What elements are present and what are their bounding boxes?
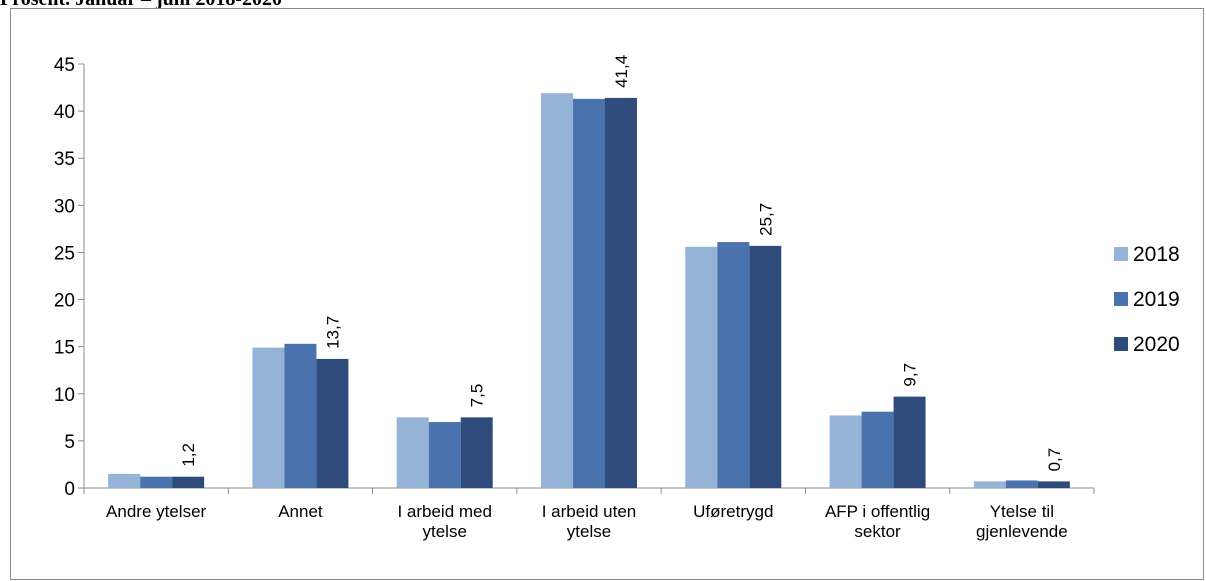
category-label: gjenlevende (976, 522, 1068, 541)
legend-label: 2018 (1133, 243, 1180, 266)
y-axis: 0 5 10 15 20 25 30 35 40 45 (54, 55, 85, 500)
bar-2020 (172, 476, 205, 488)
category-label: Annet (278, 502, 323, 521)
y-tick-label: 0 (64, 479, 75, 500)
y-tick-label: 5 (64, 432, 75, 453)
bar-2019 (1005, 480, 1038, 488)
chart-heading: Prosent. Januar – juni 2018-2020 (0, 0, 282, 10)
legend-label: 2020 (1133, 333, 1180, 356)
data-label: 41,4 (612, 55, 631, 88)
y-tick-label: 40 (54, 102, 75, 123)
bars (108, 93, 1070, 489)
category-label: I arbeid med (397, 502, 492, 521)
y-tick-label: 20 (54, 291, 75, 312)
category-label: Ytelse til (990, 502, 1054, 521)
bar-2019 (284, 343, 317, 488)
legend-swatch-2018 (1114, 247, 1128, 261)
data-label: 13,7 (323, 316, 342, 349)
legend-swatch-2019 (1114, 292, 1128, 306)
bar-2019 (573, 98, 605, 489)
data-label: 25,7 (756, 203, 775, 236)
bar-2019 (717, 242, 750, 488)
bar-2018 (685, 246, 718, 488)
legend-label: 2019 (1133, 288, 1180, 311)
bar-2020 (316, 358, 349, 488)
bar-2019 (428, 422, 461, 488)
category-label: ytelse (567, 522, 611, 541)
bar-2020 (605, 97, 637, 489)
bar-2018 (252, 347, 285, 488)
bar-2020 (893, 396, 926, 488)
data-label: 1,2 (179, 443, 198, 467)
bar-2018 (541, 93, 573, 488)
category-label: sektor (854, 522, 901, 541)
bar-2019 (140, 476, 173, 488)
y-tick-label: 10 (54, 385, 75, 406)
y-tick-label: 35 (54, 149, 75, 170)
category-label: Andre ytelser (106, 502, 206, 521)
data-label: 0,7 (1045, 448, 1064, 472)
bar-2018 (108, 473, 141, 488)
category-label: AFP i offentlig (825, 502, 930, 521)
bar-2020 (749, 245, 782, 488)
legend: 2018 2019 2020 (1114, 243, 1180, 356)
data-label: 9,7 (901, 363, 920, 387)
y-tick-label: 30 (54, 196, 75, 217)
x-axis (83, 487, 1095, 494)
legend-swatch-2020 (1114, 337, 1128, 351)
y-tick-label: 45 (54, 55, 75, 76)
bar-2020 (460, 417, 493, 488)
data-labels: 1,2 13,7 7,5 41,4 25,7 9,7 0,7 (179, 55, 1064, 472)
bar-2018 (973, 481, 1006, 488)
y-tick-label: 25 (54, 243, 75, 264)
category-label: I arbeid uten (542, 502, 637, 521)
bar-2018 (396, 417, 429, 488)
bar-2019 (861, 411, 894, 488)
y-tick-label: 15 (54, 338, 75, 359)
data-label: 7,5 (468, 384, 487, 408)
bar-2018 (829, 415, 862, 488)
category-label: ytelse (423, 522, 467, 541)
category-label: Uføretrygd (693, 502, 773, 521)
bar-2020 (1037, 481, 1070, 488)
